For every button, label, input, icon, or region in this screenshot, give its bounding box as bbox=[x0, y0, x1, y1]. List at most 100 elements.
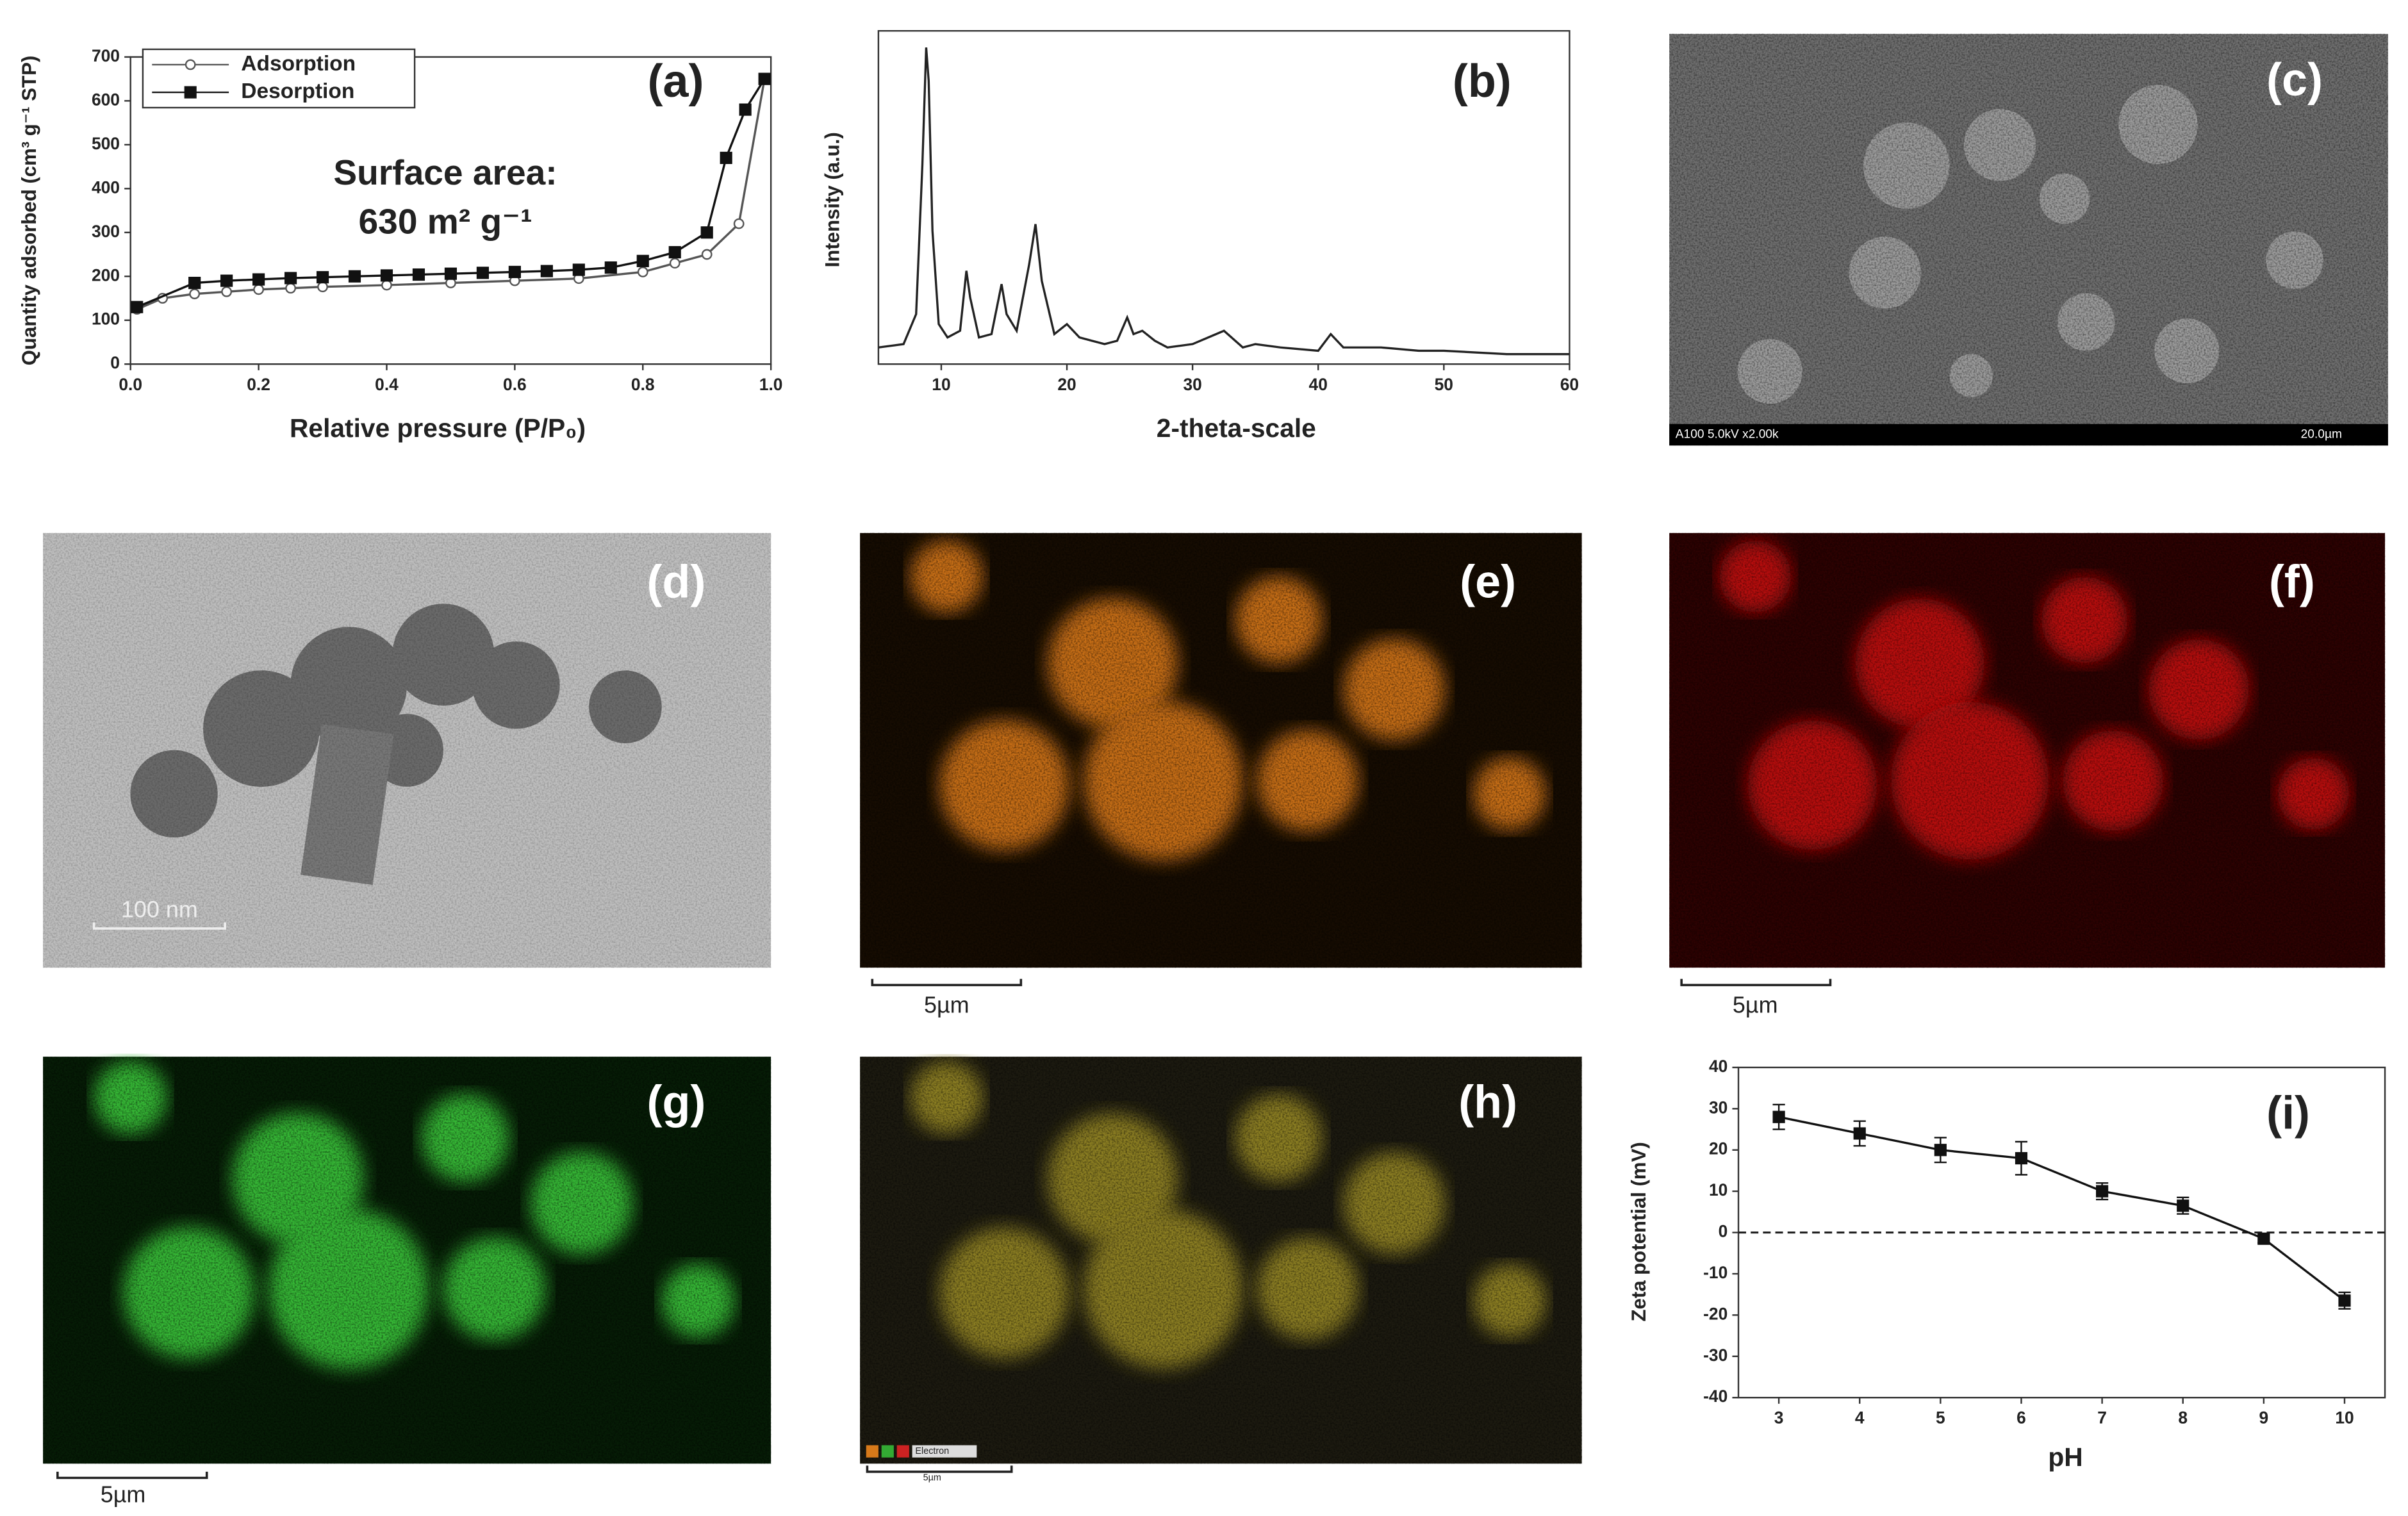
annotation: Surface area: bbox=[333, 152, 557, 192]
data-point bbox=[2177, 1199, 2189, 1212]
x-tick-label: 10 bbox=[2335, 1408, 2354, 1428]
data-point bbox=[252, 273, 265, 286]
data-point bbox=[2338, 1294, 2351, 1307]
data-point bbox=[669, 258, 680, 269]
scale-label: 100 nm bbox=[121, 896, 198, 922]
data-point bbox=[604, 261, 617, 274]
image-panel: (d) 100 nm bbox=[43, 532, 771, 968]
data-point bbox=[572, 263, 585, 276]
speckle bbox=[43, 532, 771, 968]
y-tick-label: 400 bbox=[92, 177, 120, 197]
plot-frame bbox=[129, 56, 772, 365]
y-axis-title: Zeta potential (mV) bbox=[1628, 1142, 1650, 1321]
data-point bbox=[758, 72, 771, 85]
annotation: 630 m² g⁻¹ bbox=[359, 202, 532, 242]
data-point bbox=[444, 267, 458, 280]
y-tick-label: 300 bbox=[92, 222, 120, 241]
x-tick-label: 40 bbox=[1309, 375, 1328, 394]
data-point bbox=[285, 283, 296, 294]
image-panel: (h) 5µm Electron bbox=[860, 1057, 1582, 1483]
y-tick-label: 0 bbox=[1719, 1222, 1728, 1241]
scale-bar bbox=[92, 922, 226, 930]
y-tick-label: 40 bbox=[1709, 1057, 1728, 1076]
x-tick-label: 30 bbox=[1183, 375, 1201, 394]
data-point bbox=[701, 249, 713, 260]
data-point bbox=[380, 269, 393, 282]
x-tick-label: 4 bbox=[1855, 1408, 1865, 1428]
data-point bbox=[733, 218, 745, 229]
panel-label: (d) bbox=[647, 556, 706, 607]
chart: 10 20 30 40 50 60 2-theta-scale Intensity (a.u.… bbox=[821, 29, 1579, 443]
legend-label: Adsorption bbox=[241, 52, 356, 76]
x-tick-label: 0.6 bbox=[503, 375, 527, 394]
data-point bbox=[2015, 1152, 2028, 1165]
y-tick-label: 200 bbox=[92, 265, 120, 284]
x-axis-title: Relative pressure (P/P₀) bbox=[290, 413, 586, 443]
data-line bbox=[1778, 1116, 2346, 1302]
legend-box bbox=[142, 48, 416, 109]
image-panel: (f) 5µm bbox=[1669, 532, 2386, 1018]
y-tick-label: 500 bbox=[92, 134, 120, 153]
image-panel: (e) 5µm bbox=[860, 532, 1582, 1018]
scale-label: 5µm bbox=[924, 992, 969, 1018]
instrument-info: A100 5.0kV x2.00k bbox=[1676, 428, 1779, 441]
x-tick-label: 6 bbox=[2016, 1408, 2026, 1428]
data-point bbox=[131, 301, 144, 313]
data-point bbox=[284, 272, 297, 284]
x-tick-label: 8 bbox=[2178, 1408, 2188, 1428]
data-point bbox=[668, 246, 681, 259]
data-point bbox=[637, 267, 648, 277]
x-tick-label: 0.2 bbox=[247, 375, 270, 394]
y-tick-label: 100 bbox=[92, 309, 120, 329]
y-tick-label: -40 bbox=[1703, 1387, 1728, 1406]
scale-bar bbox=[1680, 978, 1832, 987]
chart: 0.0 0.2 0.4 0.6 0.8 1.0 0 100 200 300 400 500 600 700… bbox=[18, 46, 782, 443]
x-tick-label: 50 bbox=[1435, 375, 1453, 394]
data-point bbox=[381, 279, 392, 291]
data-point bbox=[188, 276, 201, 290]
y-tick-label: 10 bbox=[1709, 1180, 1728, 1199]
x-tick-label: 0.8 bbox=[631, 375, 655, 394]
y-tick-label: -20 bbox=[1703, 1304, 1728, 1323]
scale-bar bbox=[871, 978, 1023, 987]
legend-swatch bbox=[896, 1445, 909, 1458]
panel-label: (e) bbox=[1460, 556, 1516, 607]
data-point bbox=[1772, 1110, 1785, 1123]
panel-label: (i) bbox=[2266, 1088, 2310, 1139]
panel-label: (b) bbox=[1453, 56, 1512, 107]
data-point bbox=[220, 274, 233, 287]
data-point bbox=[412, 268, 425, 281]
speckle bbox=[860, 1057, 1582, 1464]
legend-swatch bbox=[866, 1445, 878, 1458]
data-point bbox=[1934, 1144, 1947, 1157]
data-point bbox=[476, 267, 489, 279]
x-tick-label: 10 bbox=[932, 375, 950, 394]
legend-label: Electron bbox=[915, 1446, 949, 1456]
x-tick-label: 5 bbox=[1936, 1408, 1945, 1428]
data-point bbox=[540, 265, 553, 277]
y-tick-label: 0 bbox=[110, 353, 120, 372]
image-panel: (g) 5µm bbox=[43, 1057, 771, 1508]
data-point bbox=[636, 254, 649, 267]
legend-marker bbox=[185, 59, 196, 70]
x-tick-label: 7 bbox=[2097, 1408, 2107, 1428]
y-tick-label: 600 bbox=[92, 90, 120, 109]
y-tick-label: 30 bbox=[1709, 1098, 1728, 1117]
scale-label: 5µm bbox=[1733, 992, 1778, 1018]
y-axis-title: Intensity (a.u.) bbox=[821, 132, 844, 267]
y-tick-label: -30 bbox=[1703, 1346, 1728, 1365]
data-point bbox=[739, 103, 752, 116]
x-tick-label: 3 bbox=[1774, 1408, 1784, 1428]
panel-label: (f) bbox=[2269, 556, 2315, 607]
y-axis-title: Quantity adsorbed (cm³ g⁻¹ STP) bbox=[18, 56, 40, 366]
x-tick-label: 20 bbox=[1057, 375, 1076, 394]
chart: 3 4 5 6 7 8 9 10 -40 -30 -20 -10 0 10 20 30 40 pH Zeta pot… bbox=[1628, 1057, 2386, 1472]
data-point bbox=[2096, 1185, 2109, 1198]
scale-label: 5µm bbox=[923, 1472, 941, 1483]
scale-label: 5µm bbox=[101, 1481, 146, 1508]
y-tick-label: 700 bbox=[92, 46, 120, 65]
speckle bbox=[1669, 532, 2386, 968]
data-point bbox=[508, 265, 521, 279]
plot-frame bbox=[877, 29, 1571, 365]
